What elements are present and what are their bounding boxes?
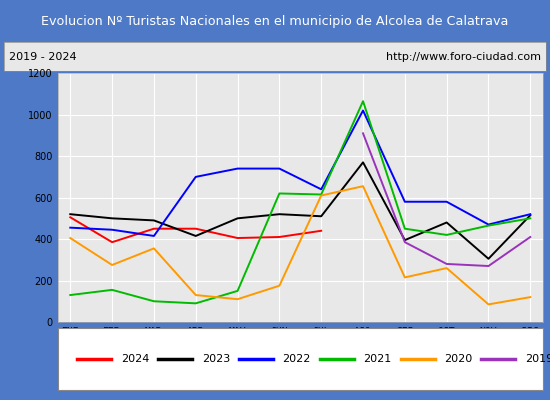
Text: 2019 - 2024: 2019 - 2024 [9, 52, 76, 62]
Text: Evolucion Nº Turistas Nacionales en el municipio de Alcolea de Calatrava: Evolucion Nº Turistas Nacionales en el m… [41, 14, 509, 28]
Text: 2019: 2019 [525, 354, 550, 364]
Text: 2021: 2021 [364, 354, 392, 364]
Text: 2023: 2023 [202, 354, 230, 364]
Text: 2024: 2024 [121, 354, 149, 364]
Text: 2020: 2020 [444, 354, 472, 364]
Text: http://www.foro-ciudad.com: http://www.foro-ciudad.com [386, 52, 541, 62]
Text: 2022: 2022 [283, 354, 311, 364]
